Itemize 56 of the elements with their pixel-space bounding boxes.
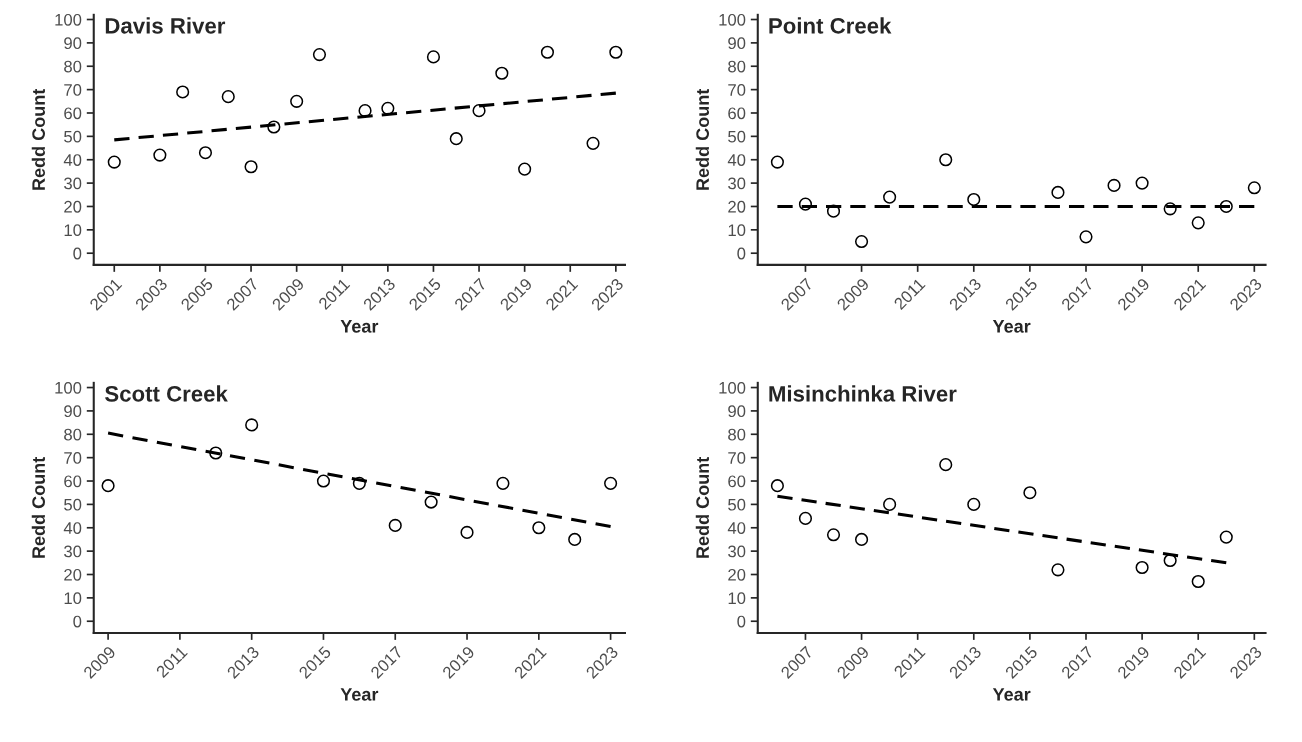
- y-tick-label: 60: [64, 107, 82, 120]
- y-tick-label: 80: [728, 428, 746, 441]
- y-axis-title: Redd Count: [31, 88, 46, 190]
- y-axis-title: Redd Count: [695, 88, 710, 190]
- y-tick-label: 90: [64, 405, 82, 418]
- y-tick-label: 40: [63, 154, 82, 166]
- y-tick-label: 100: [719, 13, 746, 26]
- chart-title: Scott Creek: [105, 385, 228, 402]
- x-axis-title: Year: [992, 320, 1031, 333]
- chart-title: Davis River: [105, 17, 226, 34]
- y-tick-label: 90: [64, 37, 82, 50]
- x-axis-title: Year: [340, 688, 379, 701]
- y-tick-label: 70: [64, 452, 82, 464]
- x-axis-title: Year: [340, 320, 379, 333]
- y-axis-title: Redd Count: [695, 456, 710, 558]
- y-tick-label: 30: [728, 177, 746, 190]
- y-tick-label: 30: [64, 177, 82, 190]
- y-tick-label: 100: [55, 381, 82, 394]
- y-tick-label: 100: [55, 13, 82, 26]
- y-tick-label: 60: [728, 107, 746, 120]
- y-tick-label: 80: [728, 60, 746, 73]
- y-tick-label: 10: [728, 592, 746, 605]
- y-tick-label: 20: [64, 200, 82, 213]
- y-tick-label: 20: [728, 568, 746, 581]
- y-tick-label: 30: [64, 545, 82, 558]
- chart-title: Point Creek: [769, 17, 892, 34]
- y-tick-label: 0: [737, 615, 746, 628]
- y-tick-label: 80: [64, 60, 82, 73]
- y-tick-label: 70: [728, 452, 746, 464]
- y-tick-label: 40: [727, 522, 746, 534]
- y-tick-label: 0: [73, 247, 82, 260]
- y-tick-label: 70: [728, 84, 746, 96]
- y-tick-label: 0: [73, 615, 82, 628]
- y-tick-label: 20: [728, 200, 746, 213]
- y-tick-label: 40: [727, 154, 746, 166]
- y-tick-label: 60: [64, 475, 82, 488]
- y-tick-label: 90: [728, 405, 746, 418]
- y-tick-label: 10: [64, 592, 82, 605]
- y-tick-label: 30: [728, 545, 746, 558]
- y-tick-label: 60: [728, 475, 746, 488]
- y-tick-label: 0: [737, 247, 746, 260]
- y-tick-label: 100: [719, 381, 746, 394]
- y-tick-label: 10: [728, 224, 746, 237]
- y-tick-label: 10: [64, 224, 82, 237]
- y-tick-label: 50: [728, 130, 746, 143]
- chart-title: Misinchinka River: [769, 385, 957, 402]
- y-tick-label: 80: [64, 428, 82, 441]
- y-tick-label: 20: [64, 568, 82, 581]
- y-tick-label: 70: [64, 84, 82, 96]
- y-tick-label: 50: [64, 498, 82, 511]
- y-tick-label: 40: [63, 522, 82, 534]
- y-axis-title: Redd Count: [31, 456, 46, 558]
- x-axis-title: Year: [992, 688, 1031, 701]
- y-tick-label: 50: [728, 498, 746, 511]
- y-tick-label: 90: [728, 37, 746, 50]
- y-tick-label: 50: [64, 130, 82, 143]
